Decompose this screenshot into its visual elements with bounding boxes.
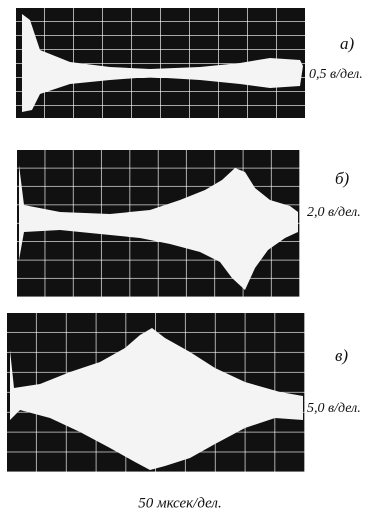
oscillogram: [17, 150, 300, 297]
waveform: [22, 14, 303, 112]
oscillogram: [7, 313, 305, 472]
waveform: [19, 165, 298, 290]
waveform: [10, 328, 303, 470]
oscillogram: [16, 8, 305, 118]
panel-scale: 0,5 в/дел.: [309, 67, 363, 82]
panel-label: б): [335, 169, 350, 188]
panel-label: а): [340, 34, 355, 53]
panel-scale: 2,0 в/дел.: [307, 205, 361, 220]
panel-label: в): [335, 346, 348, 365]
panel-scale: 5,0 в/дел.: [307, 401, 361, 416]
caption: 50 мксек/дел.: [138, 495, 221, 511]
